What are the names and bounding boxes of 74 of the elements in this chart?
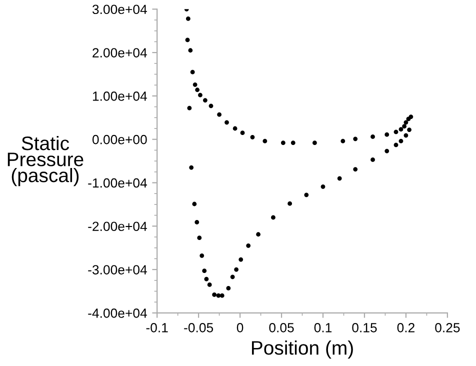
point bbox=[408, 114, 414, 119]
point bbox=[320, 184, 326, 189]
y-axis-title: Static Pressure (pascal) bbox=[8, 136, 84, 186]
point bbox=[217, 112, 222, 117]
x-axis-title: Position (m) bbox=[252, 340, 353, 359]
point bbox=[207, 282, 212, 287]
point bbox=[407, 128, 412, 132]
point bbox=[384, 148, 390, 154]
x-tick-label: 0 bbox=[236, 323, 244, 332]
point bbox=[280, 140, 286, 146]
point bbox=[204, 276, 209, 282]
point bbox=[398, 138, 404, 144]
point bbox=[189, 165, 194, 170]
point bbox=[186, 16, 190, 21]
point bbox=[304, 192, 309, 198]
point bbox=[256, 232, 260, 237]
point bbox=[238, 257, 244, 262]
point bbox=[398, 127, 404, 132]
y-tick-label: 3.00e+04 bbox=[92, 4, 147, 14]
point bbox=[192, 82, 198, 87]
y-tick-label: -4.00e+04 bbox=[88, 308, 147, 318]
point bbox=[370, 158, 375, 162]
point bbox=[384, 132, 390, 137]
point bbox=[212, 292, 217, 297]
point bbox=[353, 167, 358, 172]
point bbox=[208, 104, 214, 108]
point bbox=[250, 134, 255, 140]
point bbox=[394, 142, 398, 148]
point bbox=[290, 140, 296, 146]
point bbox=[194, 220, 200, 224]
x-tick-label: 0.25 bbox=[435, 323, 460, 332]
point bbox=[404, 120, 408, 125]
point bbox=[224, 120, 229, 125]
point bbox=[370, 134, 375, 139]
point bbox=[220, 293, 224, 298]
point bbox=[394, 130, 398, 134]
point bbox=[195, 88, 200, 92]
point bbox=[202, 268, 207, 274]
x-tick-label: -0.05 bbox=[184, 323, 214, 332]
point bbox=[187, 106, 192, 110]
point bbox=[288, 201, 292, 206]
point bbox=[337, 176, 342, 181]
point bbox=[188, 48, 193, 53]
point bbox=[246, 243, 251, 248]
point bbox=[203, 98, 208, 102]
point bbox=[192, 202, 197, 206]
point bbox=[230, 274, 235, 280]
y-tick-label: 0.00e+00 bbox=[92, 134, 147, 144]
point bbox=[234, 267, 239, 272]
y-tick-label: 1.00e+04 bbox=[92, 92, 147, 101]
point bbox=[190, 70, 195, 74]
y-tick-label: -1.00e+04 bbox=[88, 178, 147, 188]
point bbox=[271, 215, 276, 220]
point bbox=[404, 133, 408, 138]
x-tick-label: 0.1 bbox=[314, 323, 332, 332]
point bbox=[198, 92, 202, 98]
point bbox=[232, 126, 238, 131]
y-tick-label: -2.00e+04 bbox=[88, 222, 147, 232]
point bbox=[353, 136, 358, 142]
x-tick-label: 0.15 bbox=[352, 323, 377, 332]
point bbox=[185, 38, 190, 42]
y-tick-label: -3.00e+04 bbox=[88, 265, 147, 274]
point bbox=[262, 138, 268, 144]
point bbox=[200, 253, 204, 258]
point bbox=[340, 138, 346, 144]
x-tick-label: 0.2 bbox=[397, 323, 414, 332]
y-tick-label: 2.00e+04 bbox=[92, 48, 147, 58]
point bbox=[402, 124, 406, 129]
point bbox=[197, 236, 202, 240]
x-tick-label: -0.1 bbox=[146, 323, 168, 332]
point bbox=[226, 286, 231, 290]
x-tick-label: 0.05 bbox=[269, 323, 294, 332]
point bbox=[312, 140, 317, 146]
point bbox=[240, 130, 245, 136]
